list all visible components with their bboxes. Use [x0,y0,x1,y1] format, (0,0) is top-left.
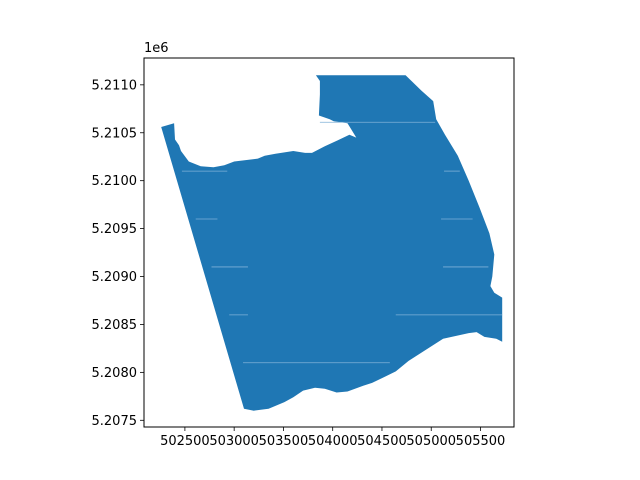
y-offset-label: 1e6 [144,41,169,56]
y-axis: 5.2075 5.2080 5.2085 5.2090 5.2095 5.2100 5.21… [92,78,144,429]
x-tick-label: 502500 [160,434,210,449]
y-tick-label: 5.2080 [92,366,138,381]
axes-frame [143,57,515,428]
y-tick-label: 5.2075 [92,414,138,429]
x-tick-label: 503500 [259,434,309,449]
interior-lines [181,121,503,364]
x-axis: 502500 503000 503500 504000 504500 505000 5055… [160,427,505,449]
x-tick-label: 505000 [406,434,456,449]
y-tick-label: 5.2090 [92,270,138,285]
y-tick-label: 5.2105 [92,126,138,141]
plot-area [161,75,503,411]
x-tick-label: 503000 [209,434,259,449]
y-tick-label: 5.2100 [92,174,138,189]
y-tick-label: 5.2095 [92,222,138,237]
y-tick-label: 5.2110 [92,78,138,93]
x-tick-label: 504000 [308,434,358,449]
region-polygon [161,75,503,411]
x-tick-label: 504500 [357,434,407,449]
y-tick-label: 5.2085 [92,318,138,333]
x-tick-label: 505500 [456,434,506,449]
